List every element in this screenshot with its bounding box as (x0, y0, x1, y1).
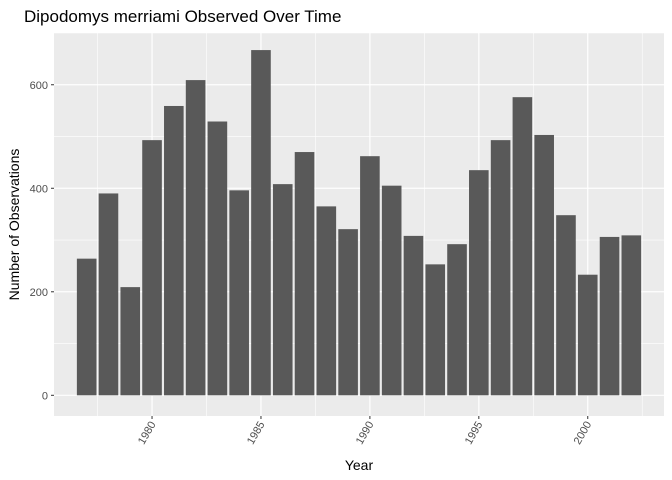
bar-1981 (164, 105, 184, 396)
bar-1986 (272, 184, 293, 396)
bar-1998 (534, 134, 554, 396)
y-tick-label: 0 (42, 390, 48, 402)
bar-2000 (577, 274, 598, 396)
bar-1977 (76, 258, 97, 396)
x-tick-label: 1990 (354, 420, 377, 447)
x-tick-label: 2000 (572, 420, 595, 447)
bar-2001 (599, 236, 620, 396)
bars (76, 50, 642, 396)
x-tick-label: 1980 (136, 420, 159, 447)
bar-1983 (207, 121, 228, 396)
bar-1987 (294, 152, 315, 396)
bar-2002 (621, 235, 642, 396)
y-tick-label: 600 (30, 80, 48, 92)
bar-1984 (229, 190, 249, 396)
bar-1980 (142, 140, 162, 396)
x-axis-title: Year (345, 457, 374, 473)
chart-title: Dipodomys merriami Observed Over Time (24, 7, 341, 26)
y-tick-label: 200 (30, 287, 48, 299)
bar-1990 (360, 156, 380, 396)
bar-1982 (185, 80, 206, 396)
bar-1991 (381, 185, 402, 396)
bar-1988 (316, 206, 337, 396)
bar-1992 (403, 235, 424, 396)
bar-1999 (556, 215, 576, 396)
bar-1997 (512, 97, 533, 396)
axis-ticks (51, 84, 589, 419)
bar-1994 (447, 244, 467, 396)
x-tick-labels: 1980 1985 1990 1995 2000 (136, 420, 594, 447)
x-tick-label: 1995 (463, 420, 486, 447)
bar-1989 (338, 229, 358, 396)
y-tick-label: 400 (30, 183, 48, 195)
bar-1978 (98, 193, 119, 396)
bar-1995 (469, 170, 489, 396)
bar-1993 (425, 264, 446, 396)
bar-1996 (490, 140, 511, 396)
bar-1979 (120, 287, 141, 396)
x-tick-label: 1985 (245, 420, 268, 447)
bar-1985 (251, 50, 271, 396)
y-tick-labels: 0 200 400 600 (30, 80, 48, 403)
y-axis-title: Number of Observations (6, 149, 22, 301)
